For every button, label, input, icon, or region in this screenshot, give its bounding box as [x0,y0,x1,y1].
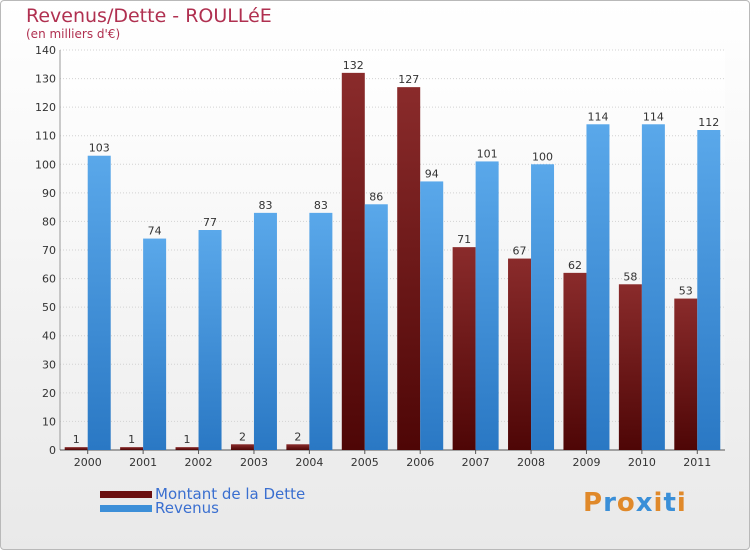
logo-letter: x [635,488,654,518]
bar-revenus [253,212,277,450]
bar-dette [120,447,144,450]
data-label-dette: 58 [623,270,637,283]
chart-title: Revenus/Dette - ROULLéE [26,5,272,27]
bar-dette [397,87,421,451]
bar-dette [341,72,365,450]
logo-letter: o [616,488,636,518]
y-tick-label: 50 [42,301,56,314]
data-label-dette: 71 [457,233,471,246]
x-tick-label: 2006 [406,456,434,469]
y-tick-label: 100 [35,158,56,171]
data-label-revenus: 77 [203,216,217,229]
data-label-revenus: 114 [587,110,608,123]
data-label-revenus: 100 [532,150,553,163]
x-tick-label: 2010 [628,456,656,469]
x-tick-label: 2004 [295,456,323,469]
data-label-dette: 1 [128,433,135,446]
data-label-revenus: 94 [425,167,439,180]
bar-dette [230,444,254,450]
logo-letter: r [603,488,617,518]
bar-dette [64,447,88,450]
data-label-revenus: 74 [148,225,162,238]
bar-revenus [87,155,111,450]
legend-swatch-revenus [100,504,152,512]
y-tick-label: 20 [42,387,56,400]
data-label-dette: 132 [343,59,364,72]
y-tick-label: 30 [42,358,56,371]
x-tick-label: 2002 [185,456,213,469]
bar-revenus [364,204,388,450]
bar-dette [618,284,642,450]
bar-dette [508,258,532,450]
bar-revenus [309,212,333,450]
x-tick-label: 2008 [517,456,545,469]
logo-letter: P [583,488,604,518]
y-tick-label: 130 [35,73,56,86]
legend-label-dette: Montant de la Dette [155,485,306,503]
bar-dette [452,247,476,450]
data-label-revenus: 101 [477,147,498,160]
x-tick-label: 2005 [351,456,379,469]
logo-letter: i [653,488,664,518]
y-tick-label: 120 [35,101,56,114]
chart-subtitle: (en milliers d'€) [26,27,121,41]
data-label-dette: 67 [513,245,527,258]
y-tick-label: 40 [42,330,56,343]
data-label-revenus: 83 [314,199,328,212]
data-label-dette: 2 [239,430,246,443]
bar-revenus [697,130,721,450]
bar-revenus [420,181,444,450]
plot-area [60,50,725,450]
data-label-dette: 1 [184,433,191,446]
bar-revenus [475,161,499,450]
y-tick-label: 60 [42,273,56,286]
y-tick-label: 10 [42,415,56,428]
data-label-revenus: 114 [643,110,664,123]
bar-revenus [143,238,167,450]
data-label-revenus: 103 [89,142,110,155]
x-tick-label: 2009 [572,456,600,469]
bar-dette [175,447,199,450]
data-label-dette: 2 [294,430,301,443]
legend-item-revenus: Revenus [100,499,219,517]
legend-item-dette: Montant de la Dette [100,485,306,503]
bar-dette [286,444,310,450]
y-tick-label: 70 [42,244,56,257]
y-tick-label: 140 [35,44,56,57]
y-tick-label: 110 [35,130,56,143]
data-label-dette: 62 [568,259,582,272]
bar-dette [563,272,587,450]
logo-letter: t [663,488,677,518]
data-label-revenus: 86 [369,190,383,203]
x-tick-label: 2007 [462,456,490,469]
logo-letter: i [676,488,687,518]
bar-dette [674,298,698,450]
data-label-dette: 53 [679,285,693,298]
y-tick-label: 90 [42,187,56,200]
y-tick-label: 80 [42,215,56,228]
x-tick-label: 2011 [683,456,711,469]
bar-revenus [531,164,555,451]
legend-label-revenus: Revenus [155,499,219,517]
bar-revenus [641,124,665,451]
data-label-dette: 127 [398,73,419,86]
x-tick-label: 2003 [240,456,268,469]
bar-revenus [586,124,610,451]
y-tick-label: 0 [49,444,56,457]
bar-revenus [198,230,222,450]
x-tick-label: 2001 [129,456,157,469]
data-label-revenus: 112 [698,116,719,129]
data-label-dette: 1 [73,433,80,446]
proxiti-logo: Proxiti [583,488,687,518]
legend-swatch-dette [100,490,152,498]
x-tick-label: 2000 [74,456,102,469]
data-label-revenus: 83 [258,199,272,212]
